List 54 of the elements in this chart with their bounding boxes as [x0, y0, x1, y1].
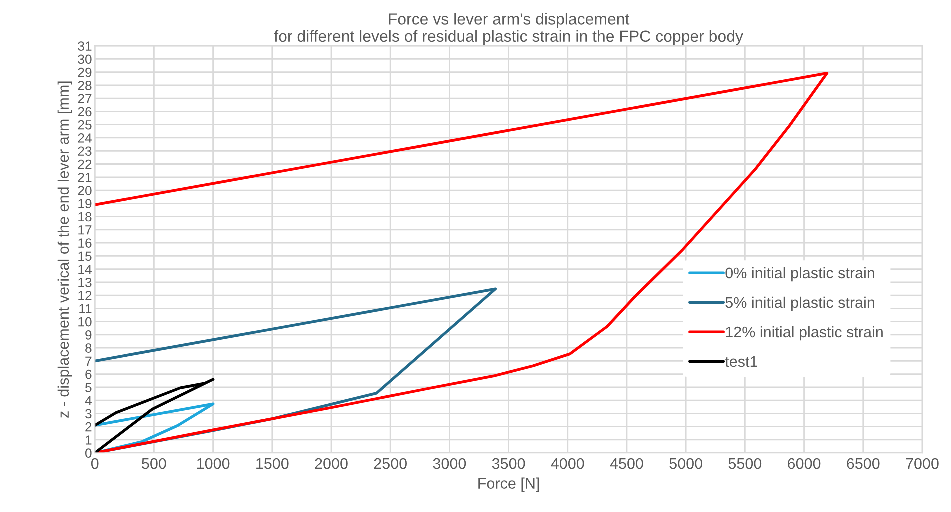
y-tick-label: 23: [78, 146, 92, 156]
y-tick-label: 18: [78, 212, 92, 222]
y-tick-label: 16: [78, 238, 92, 248]
y-tick-label: 12: [78, 291, 92, 300]
x-tick-label: 6000: [788, 458, 821, 470]
legend-label: 5% initial plastic strain: [726, 296, 874, 312]
x-tick-label: 500: [142, 458, 166, 470]
x-tick-label: 1000: [197, 458, 230, 470]
legend-label: 0% initial plastic strain: [726, 267, 874, 282]
x-tick-label: 4000: [551, 458, 584, 470]
x-tick-label: 3500: [492, 458, 526, 470]
y-tick-label: 22: [78, 160, 92, 170]
x-tick-label: 6500: [847, 458, 880, 470]
x-tick-label: 5000: [670, 458, 702, 470]
x-tick-label: 5500: [728, 458, 762, 470]
y-tick-label: 29: [78, 68, 92, 78]
x-axis-title: Force [N]: [478, 478, 540, 492]
y-tick-label: 28: [78, 81, 92, 90]
y-tick-label: 14: [78, 265, 92, 274]
y-tick-label: 20: [78, 186, 92, 196]
x-tick-label: 2000: [315, 458, 348, 470]
y-tick-label: 6: [86, 370, 92, 380]
legend-label: 12% initial plastic strain: [726, 326, 883, 341]
y-tick-label: 25: [78, 120, 92, 130]
y-axis-title: z - displacement verical of the end lever arm [mm]: [58, 82, 72, 418]
x-tick-label: 2500: [374, 458, 407, 470]
y-tick-label: 2: [86, 422, 92, 432]
y-tick-label: 13: [78, 278, 92, 288]
y-tick-label: 1: [86, 436, 92, 445]
y-tick-label: 30: [78, 54, 92, 64]
y-tick-label: 26: [78, 107, 92, 117]
y-tick-label: 8: [86, 344, 92, 353]
y-tick-label: 21: [78, 172, 92, 182]
y-tick-label: 5: [86, 383, 92, 392]
y-tick-label: 24: [78, 134, 92, 143]
y-tick-label: 11: [80, 304, 92, 314]
x-tick-label: 1500: [256, 458, 289, 470]
y-tick-label: 31: [78, 42, 92, 51]
y-tick-label: 27: [78, 94, 92, 104]
line-series: [95, 378, 215, 454]
y-tick-label: 19: [78, 199, 92, 209]
legend-label: test1: [725, 356, 758, 368]
x-tick-label: 7000: [906, 458, 939, 470]
y-tick-label: 0: [86, 448, 92, 458]
x-tick-label: 4500: [610, 458, 644, 470]
chart-title: Force vs lever arm's displacement for different levels of residual plastic strain in the FPC copper body: [274, 13, 744, 46]
y-tick-label: 7: [86, 356, 92, 366]
y-tick-label: 17: [78, 226, 92, 235]
y-tick-label: 9: [86, 330, 92, 340]
y-tick-label: 3: [85, 409, 92, 419]
y-tick-label: 10: [78, 317, 92, 327]
y-tick-label: 15: [78, 252, 92, 262]
x-tick-label: 3000: [433, 458, 466, 470]
y-tick-label: 4: [85, 396, 92, 406]
